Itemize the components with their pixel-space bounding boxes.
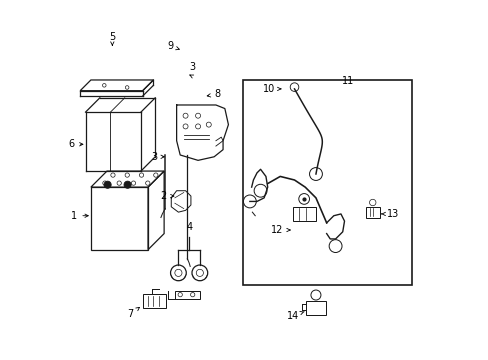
Text: 5: 5 <box>109 32 115 45</box>
Text: 3: 3 <box>150 152 164 162</box>
Text: 1: 1 <box>71 211 88 221</box>
Circle shape <box>124 181 131 188</box>
Text: 3: 3 <box>189 63 195 72</box>
Text: 10: 10 <box>262 84 280 94</box>
Bar <box>365 207 379 217</box>
Bar <box>242 80 411 285</box>
Text: 12: 12 <box>271 225 289 235</box>
Text: 9: 9 <box>166 41 179 51</box>
Text: 11: 11 <box>341 76 353 86</box>
Text: 2: 2 <box>160 191 174 201</box>
Text: 14: 14 <box>286 311 304 321</box>
Text: 8: 8 <box>207 89 220 99</box>
Bar <box>175 291 200 298</box>
Text: 13: 13 <box>381 209 399 219</box>
Text: 7: 7 <box>127 307 139 319</box>
Bar <box>305 301 325 315</box>
Text: 4: 4 <box>186 222 192 232</box>
Bar <box>292 207 315 221</box>
Text: 6: 6 <box>68 139 83 149</box>
Bar <box>142 294 165 308</box>
Circle shape <box>104 181 111 188</box>
